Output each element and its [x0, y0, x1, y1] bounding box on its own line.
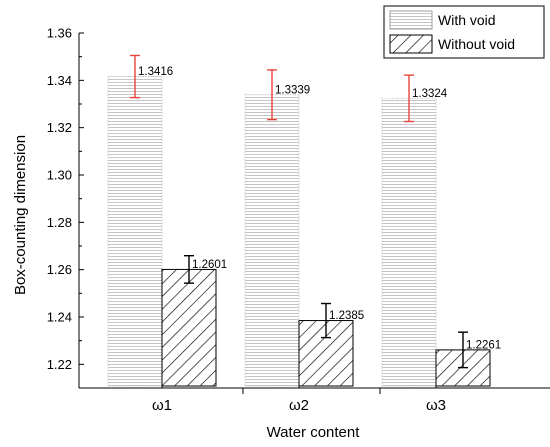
y-tick-label: 1.34 [47, 73, 72, 88]
x-axis-label: Water content [267, 424, 361, 441]
y-axis-label: Box-counting dimension [12, 135, 29, 295]
y-tick-label: 1.30 [47, 168, 72, 183]
legend-label: Without void [438, 36, 515, 52]
legend-swatch-with-void [389, 10, 433, 30]
x-category-label: ω1 [152, 397, 172, 414]
y-tick-label: 1.36 [47, 26, 72, 41]
y-tick-label: 1.28 [47, 215, 72, 230]
bar-with-void [381, 97, 437, 387]
x-category-label: ω3 [426, 397, 446, 414]
data-label: 1.3324 [412, 88, 448, 100]
y-tick-label: 1.32 [47, 120, 72, 135]
data-label: 1.3416 [138, 66, 173, 78]
bar-with-void [244, 94, 300, 387]
legend-label: With void [438, 12, 496, 28]
bar-without-void [161, 268, 217, 387]
data-label: 1.2261 [466, 339, 501, 351]
bar-with-void [107, 76, 163, 387]
x-category-label: ω2 [289, 397, 309, 414]
data-label: 1.3339 [275, 84, 310, 96]
y-tick-label: 1.26 [47, 262, 72, 277]
y-tick-label: 1.22 [47, 357, 72, 372]
plot-area: 1.22 1.24 1.26 1.28 1.30 1.32 1.34 1.36 1.3416 1.… [47, 26, 550, 414]
y-tick-label: 1.24 [47, 310, 72, 325]
legend: With void Without void [383, 5, 545, 59]
data-label: 1.2601 [192, 259, 227, 271]
data-label: 1.2385 [329, 310, 364, 322]
legend-swatch-without-void [389, 34, 433, 54]
